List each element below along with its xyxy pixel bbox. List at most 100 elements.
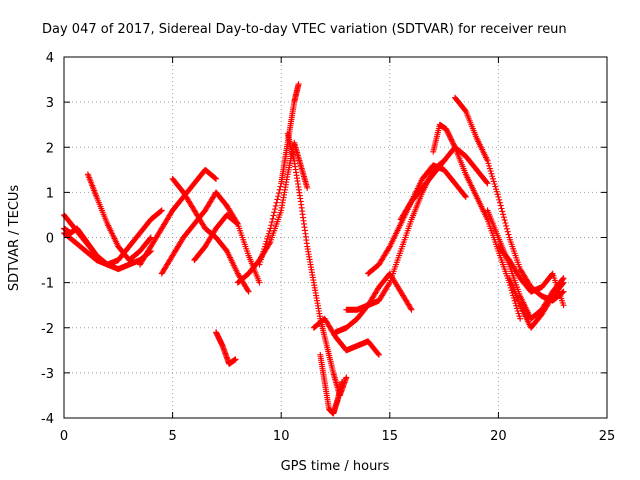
data-point <box>517 315 524 322</box>
series-sat-track-r <box>397 144 491 223</box>
series-sat-track-n <box>317 351 346 417</box>
y-tick-label: 3 <box>46 96 54 111</box>
data-point <box>451 142 458 149</box>
data-point <box>266 228 273 235</box>
x-tick-label: 25 <box>599 429 616 444</box>
data-point <box>147 234 154 241</box>
data-point <box>157 208 164 215</box>
data-point <box>265 233 272 240</box>
x-tick-label: 15 <box>382 429 399 444</box>
data-point <box>213 175 220 182</box>
data-point <box>448 137 455 144</box>
data-point <box>447 135 454 142</box>
data-point <box>232 356 239 363</box>
data-point <box>443 127 450 134</box>
data-point <box>445 131 452 138</box>
data-point <box>271 206 278 213</box>
data-point <box>490 178 497 185</box>
data-point <box>212 175 219 182</box>
data-point <box>494 191 501 198</box>
data-point <box>445 130 452 137</box>
data-point <box>514 307 521 314</box>
data-point <box>487 168 494 175</box>
data-point <box>375 351 382 358</box>
data-point <box>408 306 415 313</box>
data-point <box>504 228 511 235</box>
y-tick-label: 4 <box>46 51 54 66</box>
data-point <box>486 162 493 169</box>
data-point <box>498 205 505 212</box>
data-point <box>267 225 274 232</box>
data-point <box>261 246 268 253</box>
data-point <box>462 192 469 199</box>
data-point <box>277 183 284 190</box>
data-point <box>491 180 498 187</box>
series-sat-track-s <box>430 121 524 322</box>
data-point <box>158 207 165 214</box>
data-point <box>375 350 382 357</box>
series-sat-track-c <box>84 171 154 264</box>
data-point <box>503 225 510 232</box>
data-point <box>493 186 500 193</box>
data-point <box>496 199 503 206</box>
data-point <box>386 280 393 287</box>
data-point <box>484 180 491 187</box>
data-point <box>499 208 506 215</box>
data-point <box>258 256 265 263</box>
data-point <box>295 81 302 88</box>
data-point <box>147 235 154 242</box>
data-point <box>483 179 490 186</box>
data-point <box>446 133 453 140</box>
data-point <box>256 261 263 268</box>
series-sat-track-q <box>365 162 469 277</box>
series-sat-track-t <box>451 94 567 304</box>
data-point <box>505 231 512 238</box>
data-point <box>560 279 567 286</box>
series-sat-track-k <box>256 81 302 268</box>
data-point <box>503 222 510 229</box>
axis-ticks: 0 5 10 15 20 25 -4 -3 -2 -1 0 1 2 3 4 <box>41 51 615 444</box>
y-tick-label: -4 <box>41 412 54 427</box>
series-sat-track-u <box>484 207 567 322</box>
data-point <box>260 248 267 255</box>
data-point <box>259 251 266 258</box>
data-point <box>339 378 346 385</box>
series-sat-track-d <box>61 225 100 259</box>
data-point <box>500 211 507 218</box>
data-point <box>559 280 566 287</box>
data-point <box>261 243 268 250</box>
data-point <box>244 287 251 294</box>
data-point <box>515 310 522 317</box>
data-point <box>489 173 496 180</box>
data-point <box>269 215 276 222</box>
series-sat-track-v <box>506 275 567 331</box>
series-sat-track-i <box>213 329 239 367</box>
x-tick-label: 0 <box>60 429 68 444</box>
data-point <box>343 374 350 381</box>
data-point <box>495 193 502 200</box>
data-point <box>501 217 508 224</box>
x-tick-label: 10 <box>273 429 290 444</box>
data-point <box>407 305 414 312</box>
data-point <box>270 212 277 219</box>
series-sat-track-g <box>169 175 252 295</box>
y-axis-label: SDTVAR / TECUs <box>7 185 22 292</box>
data-point <box>493 188 500 195</box>
data-point <box>559 289 566 296</box>
data-point <box>560 302 567 309</box>
data-point <box>276 186 283 193</box>
data-point <box>245 288 252 295</box>
data-point <box>275 193 282 200</box>
chart-title: Day 047 of 2017, Sidereal Day-to-day VTE… <box>42 22 567 37</box>
data-point <box>266 240 273 247</box>
plot-frame <box>63 56 608 419</box>
y-tick-label: 2 <box>46 141 54 156</box>
data-point <box>500 214 507 221</box>
data-point <box>268 219 275 226</box>
data-point <box>484 157 491 164</box>
data-point <box>262 240 269 247</box>
y-tick-label: -2 <box>41 322 54 337</box>
data-point <box>502 219 509 226</box>
data-point <box>274 196 281 203</box>
data-point <box>511 297 518 304</box>
